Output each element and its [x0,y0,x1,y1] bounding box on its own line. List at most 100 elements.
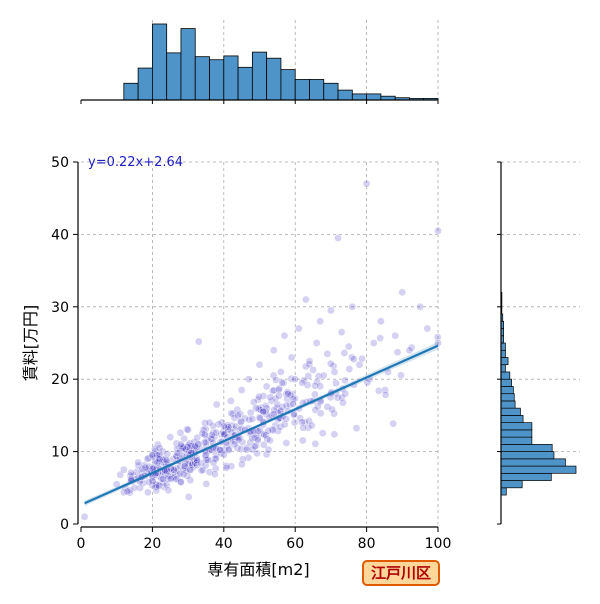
scatter-point [298,379,307,387]
y-hist-bar [500,342,506,351]
y-tick-label: 40 [51,227,69,243]
scatter-point [260,430,268,439]
scatter-point [252,431,261,440]
y-tick-label: 0 [60,517,69,533]
scatter-point [192,443,201,452]
y-hist-bar [500,364,506,373]
y-axis-label: 賃料[万円] [21,305,40,382]
scatter-point [171,467,179,475]
scatter-point [282,415,290,423]
scatter-point [224,446,233,455]
scatter-point [230,440,239,449]
scatter-point [302,295,310,304]
scatter-point [277,368,285,376]
y-tick-label: 30 [51,300,69,316]
scatter-point [188,459,197,467]
scatter-point [282,401,291,410]
scatter-point [202,455,211,464]
scatter-point [330,409,338,418]
scatter-point [136,484,144,492]
scatter-point [287,353,296,362]
scatter-point [298,436,307,445]
scatter-point [144,454,153,463]
scatter-point [266,393,275,402]
scatter-point [269,386,278,395]
x-tick-label: 40 [215,536,233,552]
x-hist-bar [223,55,239,101]
scatter-point [323,403,332,411]
scatter-point [197,466,206,475]
scatter-point [377,317,385,326]
scatter-point [140,461,149,470]
scatter-point [316,409,325,418]
scatter-point [172,452,181,461]
scatter-point [254,436,262,445]
scatter-point [248,415,257,423]
scatter-point [362,179,371,188]
scatter-point [148,477,157,485]
scatter-point [198,429,207,438]
scatter-point [398,288,407,297]
scatter-point [180,434,188,443]
scatter-point [202,480,211,488]
scatter-point [126,488,134,497]
scatter-point [397,371,405,380]
scatter-point [163,450,172,458]
scatter-point [177,440,185,449]
scatter-point [236,410,245,418]
scatter-point [289,395,298,404]
scatter-point [173,449,182,457]
scatter-point [249,398,258,406]
x-hist-bar [194,56,210,101]
scatter-point [278,378,286,387]
scatter-point [328,405,336,414]
scatter-point [186,465,194,474]
x-axis-label: 専有面積[m2] [207,560,309,579]
x-hist-bar [166,52,182,101]
y-marginal-histogram [497,161,580,525]
scatter-point [200,438,209,447]
scatter-point [358,354,366,363]
scatter-point [220,450,228,459]
x-hist-bar [151,23,168,101]
scatter-point [363,378,372,387]
x-hist-bar [137,67,153,101]
x-hist-bar [351,93,368,101]
x-hist-bar [237,66,253,101]
scatter-point [160,483,168,491]
scatter-point [405,346,414,355]
scatter-point [330,430,339,439]
scatter-point [180,462,189,470]
x-hist-bar [294,79,310,101]
scatter-point [254,395,262,404]
scatter-point [264,445,273,454]
x-tick-label: 20 [143,536,161,552]
scatter-point [389,419,397,428]
x-hist-bar [209,59,225,101]
scatter-point [261,407,270,416]
scatter-point [222,463,231,472]
scatter-point [305,357,314,365]
scatter-point [245,415,254,424]
scatter-point [130,483,139,492]
scatter-point [186,476,195,484]
scatter-point [253,449,261,458]
scatter-point [274,385,283,394]
scatter-point [423,324,432,333]
scatter-point [211,470,219,478]
scatter-point [434,226,442,235]
scatter-point [202,451,210,460]
scatter-point [255,360,264,369]
scatter-point [271,421,280,430]
scatter-point [126,486,134,495]
y-hist-bar [500,386,514,395]
scatter-point [304,372,313,380]
y-hist-bar [500,407,521,416]
scatter-point [337,328,346,336]
scatter-point [184,426,192,434]
scatter-point [205,418,214,427]
scatter-point [332,379,340,387]
scatter-point [227,462,236,471]
x-hist-bar [323,82,339,101]
scatter-point [216,446,225,454]
